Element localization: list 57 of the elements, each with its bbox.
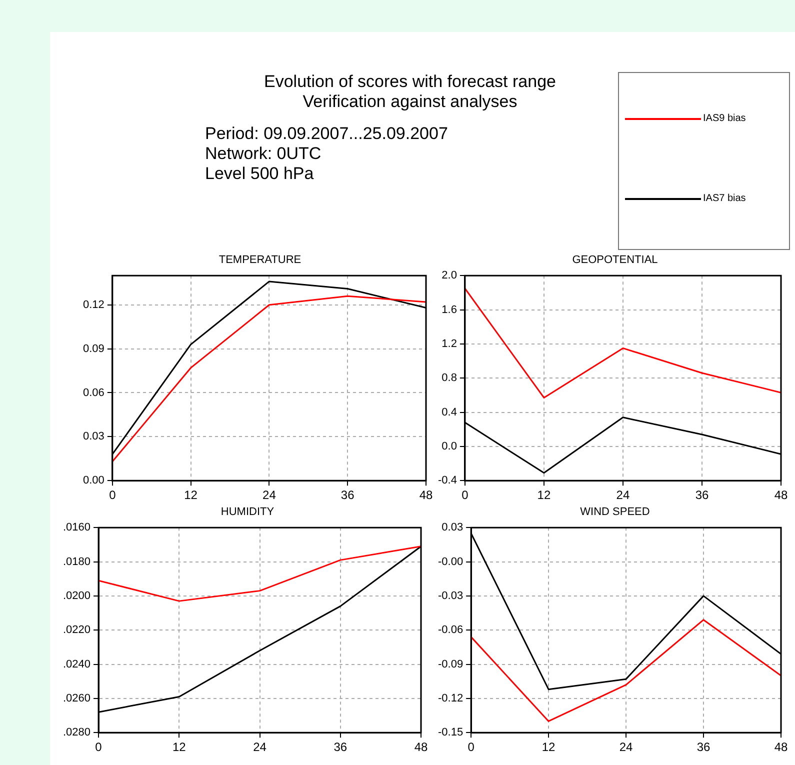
- y-tick-label: -0.12: [438, 692, 464, 704]
- x-tick-label: 24: [253, 740, 267, 754]
- y-tick-label: -0.4: [438, 474, 457, 487]
- y-tick-label: 0.0: [442, 440, 457, 452]
- text: Verification against analyses: [302, 92, 518, 112]
- x-tick-label: 36: [695, 488, 709, 502]
- y-tick-label: 2.0: [442, 270, 457, 282]
- chart-title: WIND SPEED: [579, 506, 651, 518]
- x-tick-label: 12: [537, 488, 551, 502]
- y-tick-label: .0260: [62, 692, 91, 704]
- x-tick-label: 36: [334, 740, 348, 754]
- x-tick-label: 12: [184, 488, 198, 502]
- x-tick-label: 24: [616, 488, 630, 502]
- y-tick-label: -0.15: [438, 726, 464, 739]
- x-tick-label: 0: [462, 488, 469, 502]
- text: Level 500 hPa: [205, 164, 315, 184]
- text: Network: 0UTC: [205, 144, 322, 164]
- x-tick-label: 36: [696, 740, 711, 754]
- y-tick-label: .0200: [62, 590, 91, 602]
- y-tick-label: 0.06: [82, 386, 104, 399]
- y-tick-label: .0240: [62, 658, 91, 670]
- chart-title: GEOPOTENTIAL: [571, 254, 659, 266]
- x-tick-label: 0: [95, 740, 102, 754]
- chart-title: TEMPERATURE: [218, 254, 302, 266]
- y-tick-label: 1.2: [442, 338, 457, 350]
- x-tick-label: 48: [774, 488, 788, 502]
- x-tick-label: 12: [172, 740, 186, 754]
- x-tick-label: 48: [414, 740, 428, 754]
- y-tick-label: 0.12: [82, 298, 104, 311]
- x-tick-label: 24: [619, 740, 634, 754]
- y-tick-label: -0.03: [438, 590, 464, 602]
- y-tick-label: .0160: [62, 522, 91, 534]
- x-tick-label: 12: [542, 740, 556, 754]
- y-tick-label: .0220: [62, 624, 91, 636]
- y-tick-label: -0.06: [438, 624, 464, 636]
- x-tick-label: 48: [774, 740, 788, 754]
- y-tick-label: .0280: [62, 726, 91, 739]
- y-tick-label: 0.4: [442, 406, 457, 418]
- x-tick-label: 48: [419, 488, 433, 502]
- y-tick-label: 0.03: [442, 522, 464, 534]
- x-tick-label: 36: [340, 488, 355, 502]
- x-tick-label: 0: [468, 740, 475, 754]
- y-tick-label: .0180: [62, 556, 91, 568]
- y-tick-label: 1.6: [442, 304, 457, 316]
- y-tick-label: -0.00: [438, 556, 464, 568]
- chart-title: HUMIDITY: [220, 506, 276, 518]
- y-tick-label: 0.8: [442, 372, 457, 384]
- x-tick-label: 0: [109, 488, 116, 502]
- y-tick-label: 0.00: [82, 474, 104, 487]
- y-tick-label: 0.03: [82, 430, 104, 443]
- y-tick-label: 0.09: [82, 342, 104, 355]
- text: Evolution of scores with forecast range: [263, 72, 557, 92]
- text: IAS7 bias: [703, 193, 746, 204]
- text: IAS9 bias: [703, 113, 746, 124]
- x-tick-label: 24: [262, 488, 276, 502]
- y-tick-label: -0.09: [438, 658, 464, 670]
- text: Period: 09.09.2007...25.09.2007: [205, 124, 449, 144]
